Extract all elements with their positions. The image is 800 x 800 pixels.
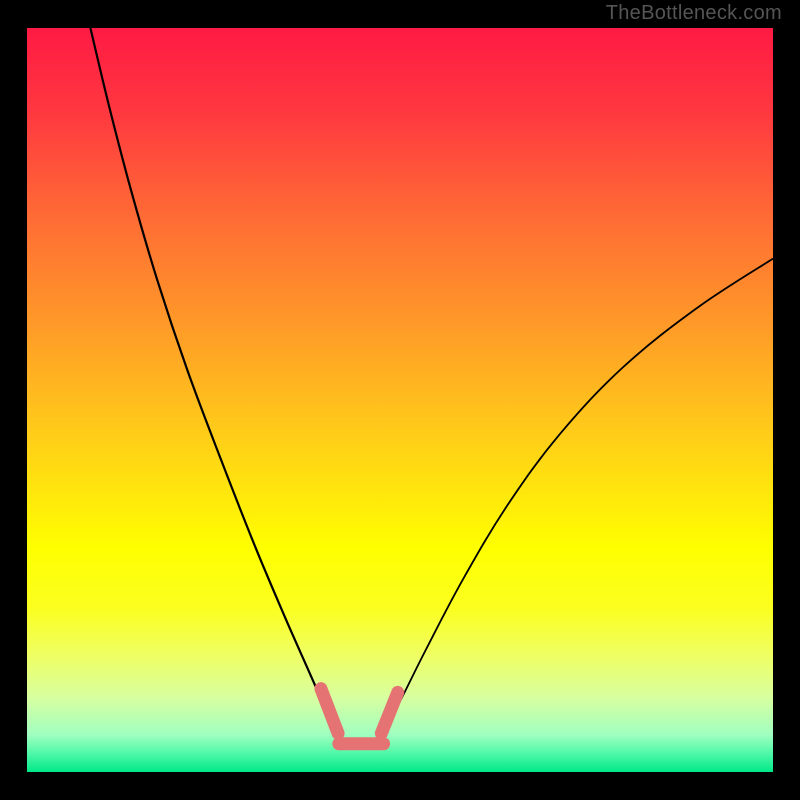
plot-background <box>27 28 773 772</box>
watermark-text: TheBottleneck.com <box>606 2 782 25</box>
bottleneck-chart <box>0 0 800 800</box>
